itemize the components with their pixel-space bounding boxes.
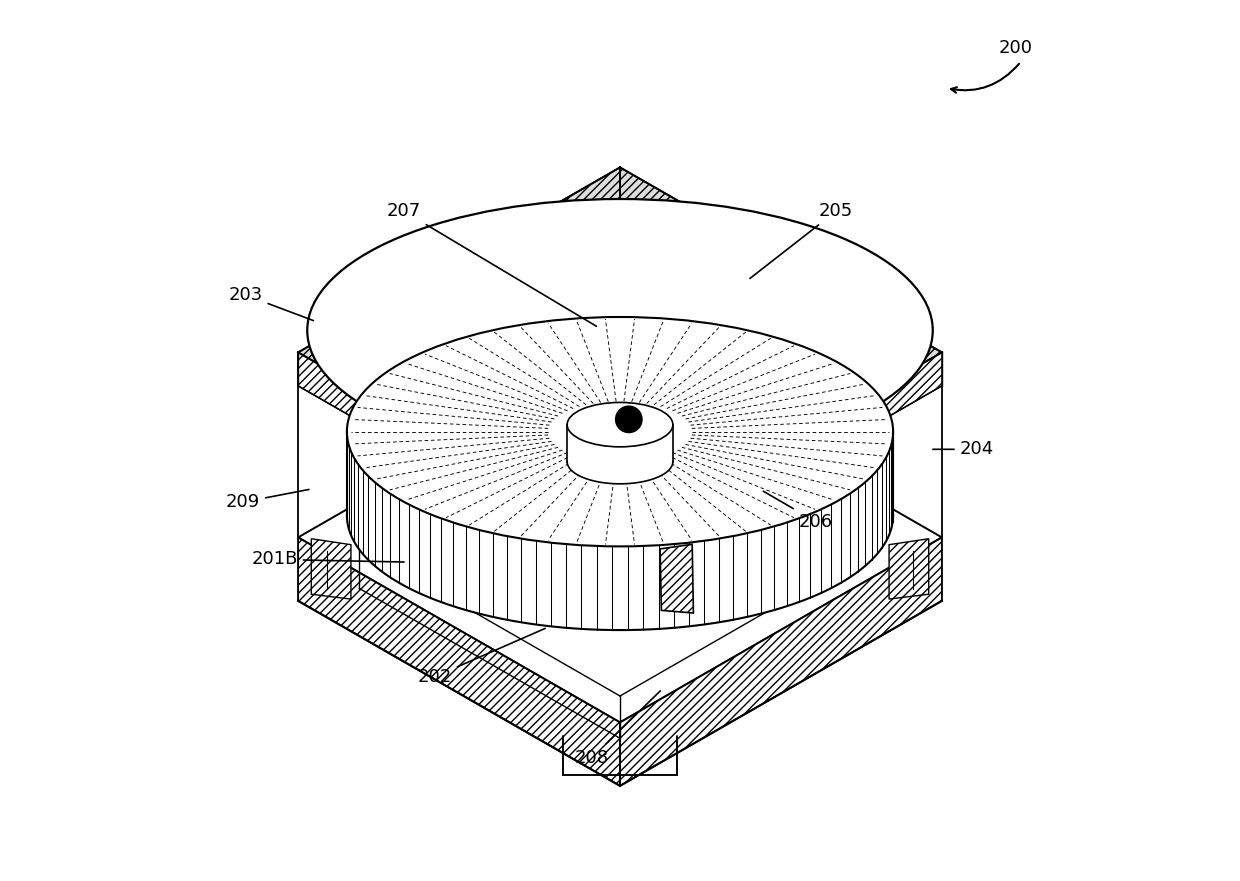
Text: 202: 202	[418, 628, 546, 685]
Text: 207: 207	[387, 203, 596, 326]
Circle shape	[615, 406, 642, 433]
Polygon shape	[347, 432, 893, 630]
Ellipse shape	[567, 403, 673, 447]
Polygon shape	[620, 352, 942, 571]
Polygon shape	[298, 537, 620, 786]
Polygon shape	[620, 537, 942, 786]
Polygon shape	[660, 544, 693, 613]
Polygon shape	[298, 352, 942, 722]
Ellipse shape	[308, 199, 932, 462]
Ellipse shape	[347, 317, 893, 546]
Polygon shape	[298, 352, 620, 571]
Text: 206: 206	[764, 492, 832, 530]
Text: 208: 208	[575, 691, 661, 766]
Text: 209: 209	[226, 490, 309, 511]
Polygon shape	[311, 538, 351, 599]
Text: 204: 204	[932, 440, 994, 458]
Text: 205: 205	[750, 203, 853, 278]
Polygon shape	[567, 425, 673, 484]
Polygon shape	[443, 250, 620, 455]
Polygon shape	[620, 167, 942, 537]
Text: 203: 203	[228, 286, 314, 321]
Polygon shape	[298, 167, 620, 537]
Polygon shape	[620, 250, 797, 455]
Text: 200: 200	[999, 40, 1033, 57]
Polygon shape	[889, 538, 929, 599]
Text: 201B: 201B	[252, 551, 404, 568]
